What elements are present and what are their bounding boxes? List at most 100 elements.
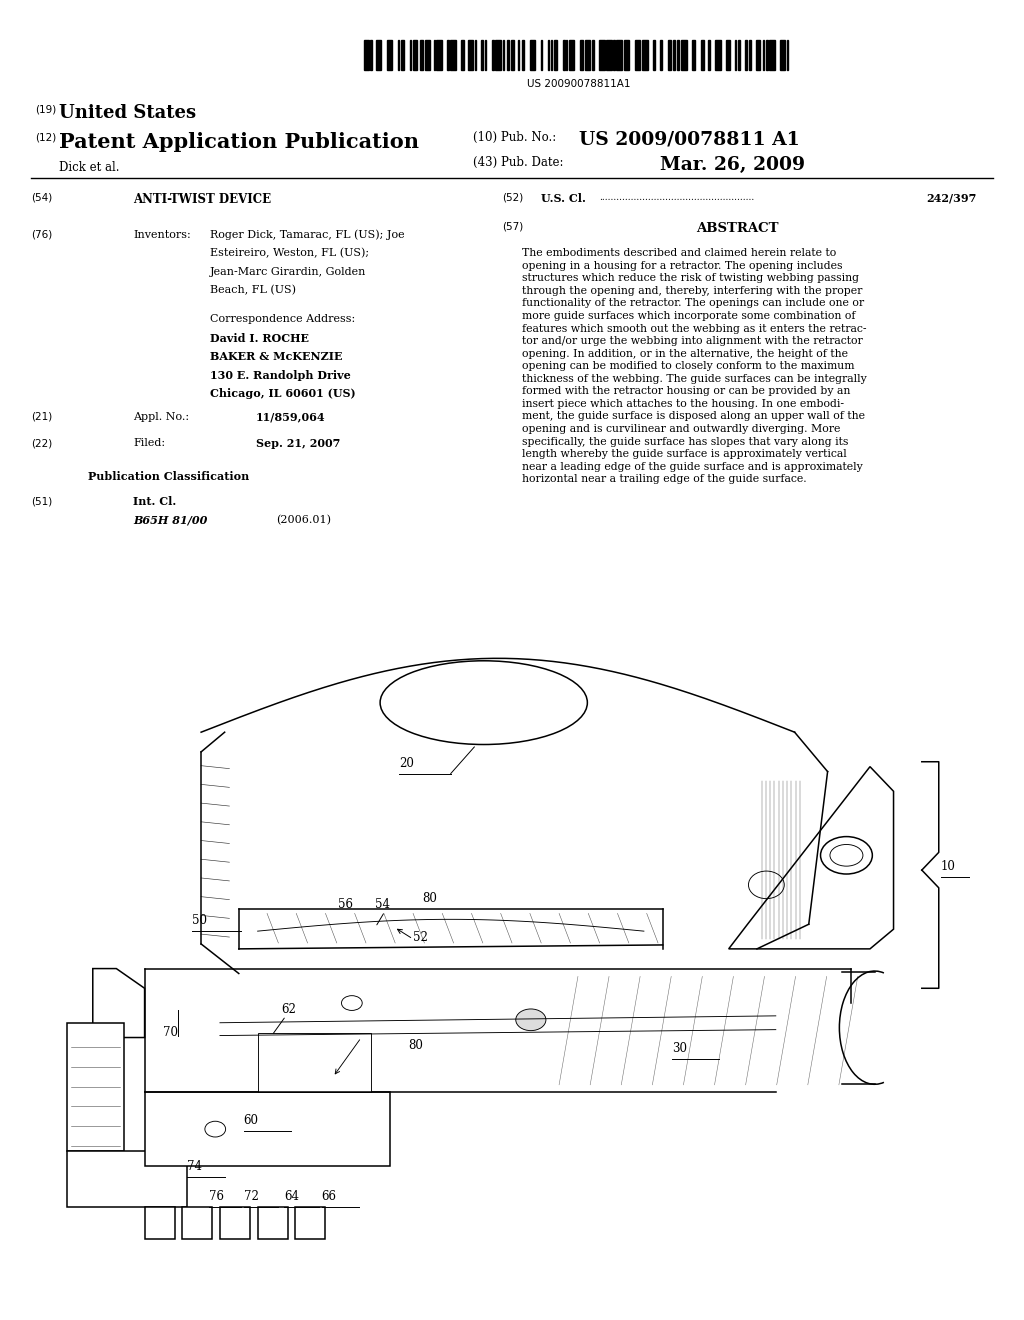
Bar — [529, 40, 536, 70]
Text: (52): (52) — [502, 193, 523, 203]
Bar — [484, 40, 486, 70]
Text: 50: 50 — [191, 915, 207, 927]
Text: 80: 80 — [409, 1039, 423, 1052]
Bar — [551, 40, 552, 70]
Bar — [414, 40, 417, 70]
Text: (22): (22) — [31, 438, 52, 449]
Polygon shape — [295, 1206, 326, 1239]
Bar — [786, 40, 788, 70]
Bar — [376, 40, 381, 70]
Text: ABSTRACT: ABSTRACT — [696, 222, 778, 235]
Text: Patent Application Publication: Patent Application Publication — [59, 132, 420, 152]
Polygon shape — [258, 1032, 371, 1092]
Bar — [468, 40, 473, 70]
Text: 56: 56 — [338, 898, 352, 911]
Bar — [681, 40, 686, 70]
Bar — [447, 40, 449, 70]
Polygon shape — [68, 1023, 124, 1151]
Bar — [616, 40, 622, 70]
Bar — [507, 40, 509, 70]
Text: (76): (76) — [31, 230, 52, 240]
Polygon shape — [182, 1206, 212, 1239]
Text: Jean-Marc Girardin, Golden: Jean-Marc Girardin, Golden — [210, 267, 367, 277]
Ellipse shape — [820, 837, 872, 874]
Bar — [481, 40, 483, 70]
Bar — [495, 40, 501, 70]
Bar — [745, 40, 748, 70]
Text: Dick et al.: Dick et al. — [59, 161, 120, 174]
Bar — [434, 40, 435, 70]
Text: Roger Dick, Tamarac, FL (US); Joe: Roger Dick, Tamarac, FL (US); Joe — [210, 230, 404, 240]
Text: 62: 62 — [282, 1003, 296, 1016]
Bar — [599, 40, 605, 70]
Bar — [726, 40, 729, 70]
Text: (19): (19) — [35, 104, 56, 115]
Bar — [677, 40, 679, 70]
Text: ......................................................: ........................................… — [599, 193, 755, 202]
Polygon shape — [220, 1206, 250, 1239]
Bar — [668, 40, 671, 70]
Text: US 2009/0078811 A1: US 2009/0078811 A1 — [579, 131, 800, 149]
Text: 52: 52 — [413, 931, 428, 944]
Bar — [425, 40, 430, 70]
Text: David I. ROCHE: David I. ROCHE — [210, 333, 309, 343]
Text: Inventors:: Inventors: — [133, 230, 190, 240]
Bar — [715, 40, 721, 70]
Bar — [401, 40, 404, 70]
Text: Correspondence Address:: Correspondence Address: — [210, 314, 355, 325]
Text: Mar. 26, 2009: Mar. 26, 2009 — [660, 156, 806, 174]
Bar — [756, 40, 760, 70]
Text: 66: 66 — [322, 1191, 337, 1203]
Text: (51): (51) — [31, 496, 52, 507]
Bar — [436, 40, 442, 70]
Bar — [566, 40, 567, 70]
Bar — [461, 40, 465, 70]
Text: 80: 80 — [423, 891, 437, 904]
Text: Beach, FL (US): Beach, FL (US) — [210, 285, 296, 296]
Text: 242/397: 242/397 — [927, 193, 977, 203]
Bar — [673, 40, 675, 70]
Text: (54): (54) — [31, 193, 52, 203]
Bar — [503, 40, 504, 70]
Polygon shape — [258, 1206, 288, 1239]
Bar — [613, 40, 615, 70]
Text: Chicago, IL 60601 (US): Chicago, IL 60601 (US) — [210, 388, 355, 399]
Bar — [737, 40, 739, 70]
Bar — [548, 40, 549, 70]
Text: 30: 30 — [672, 1043, 687, 1055]
Text: U.S. Cl.: U.S. Cl. — [541, 193, 586, 203]
Polygon shape — [144, 1206, 175, 1239]
Bar — [635, 40, 640, 70]
Text: Sep. 21, 2007: Sep. 21, 2007 — [256, 438, 340, 449]
Bar — [763, 40, 764, 70]
Text: The embodiments described and claimed herein relate to
opening in a housing for : The embodiments described and claimed he… — [522, 248, 867, 484]
Bar — [492, 40, 494, 70]
Text: 20: 20 — [399, 756, 414, 770]
Bar — [522, 40, 524, 70]
Bar — [364, 40, 369, 70]
Bar — [387, 40, 392, 70]
Bar — [562, 40, 564, 70]
Text: (2006.01): (2006.01) — [276, 515, 332, 525]
Bar — [541, 40, 542, 70]
Text: 76: 76 — [209, 1191, 223, 1203]
Bar — [511, 40, 514, 70]
Bar — [766, 40, 768, 70]
Text: 70: 70 — [164, 1026, 178, 1039]
Bar — [660, 40, 663, 70]
Text: Appl. No.:: Appl. No.: — [133, 412, 189, 422]
Text: 54: 54 — [376, 898, 390, 911]
Bar — [592, 40, 594, 70]
Text: Filed:: Filed: — [133, 438, 165, 449]
Bar — [642, 40, 648, 70]
Text: 64: 64 — [284, 1191, 299, 1203]
Bar — [750, 40, 751, 70]
Polygon shape — [68, 1151, 187, 1206]
Bar — [780, 40, 785, 70]
Ellipse shape — [516, 1008, 546, 1031]
Text: 130 E. Randolph Drive: 130 E. Randolph Drive — [210, 370, 350, 380]
Text: (10) Pub. No.:: (10) Pub. No.: — [473, 131, 556, 144]
Polygon shape — [144, 1092, 389, 1166]
Text: 72: 72 — [244, 1191, 258, 1203]
Text: 60: 60 — [244, 1114, 258, 1127]
